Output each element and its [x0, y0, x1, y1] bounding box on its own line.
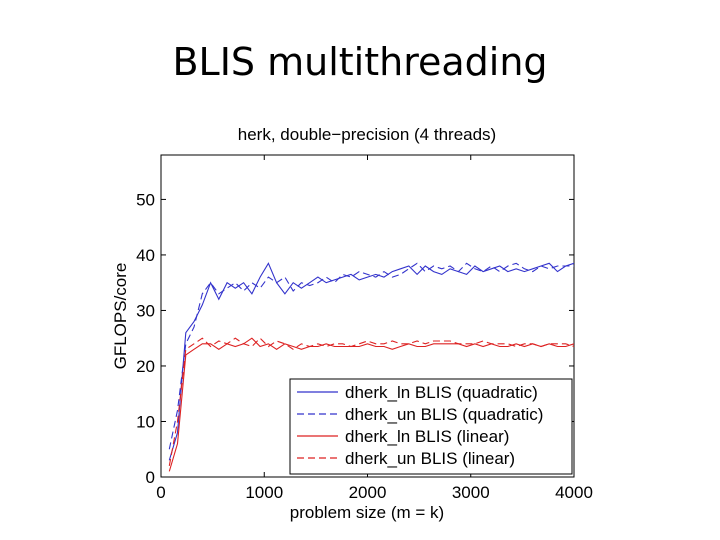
y-tick-label: 30 — [136, 301, 155, 320]
legend-label: dherk_ln BLIS (linear) — [345, 427, 509, 446]
x-tick-label: 3000 — [452, 483, 490, 502]
x-tick-label: 2000 — [349, 483, 387, 502]
axis-ticks: 0 1000 2000 3000 4000 0 10 20 30 40 50 — [136, 155, 593, 502]
slide-title: BLIS multithreading — [172, 40, 548, 84]
x-tick-label: 1000 — [245, 483, 283, 502]
legend-label: dherk_un BLIS (linear) — [345, 449, 515, 468]
y-tick-label: 50 — [136, 190, 155, 209]
legend: dherk_ln BLIS (quadratic) dherk_un BLIS (… — [289, 378, 573, 475]
legend-label: dherk_un BLIS (quadratic) — [345, 405, 543, 424]
legend-label: dherk_ln BLIS (quadratic) — [345, 383, 538, 402]
x-axis-label: problem size (m = k) — [290, 503, 444, 522]
y-tick-label: 10 — [136, 412, 155, 431]
series-line-4 — [168, 337, 575, 466]
y-tick-label: 40 — [136, 246, 155, 265]
x-tick-label: 4000 — [555, 483, 593, 502]
y-tick-label: 0 — [146, 468, 155, 487]
chart-title: herk, double−precision (4 threads) — [238, 125, 496, 144]
x-tick-label: 0 — [156, 483, 165, 502]
y-axis-label: GFLOPS/core — [111, 263, 130, 370]
series-lines — [168, 262, 575, 472]
series-line-2 — [168, 262, 574, 450]
series-line-3 — [168, 337, 575, 472]
series-line-1 — [168, 262, 575, 461]
y-tick-label: 20 — [136, 357, 155, 376]
